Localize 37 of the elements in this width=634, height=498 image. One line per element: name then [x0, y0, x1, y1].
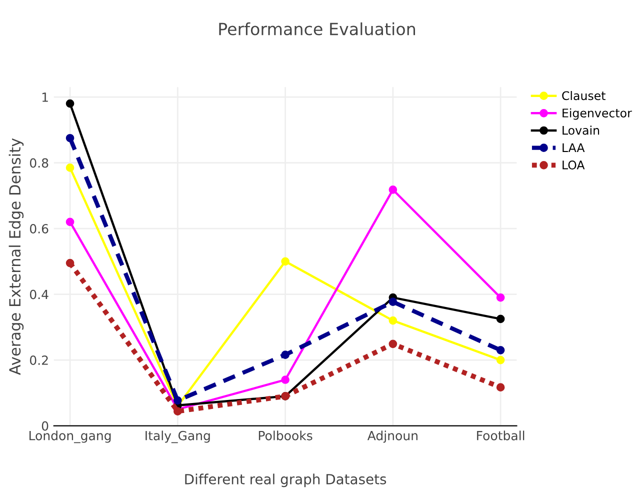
chart-title: Performance Evaluation: [219, 22, 416, 36]
x-tick-label: Adjnoun: [367, 430, 418, 443]
y-tick-label: 0.2: [30, 356, 48, 365]
legend-label: LAA: [562, 143, 585, 152]
point: [496, 383, 505, 392]
y-tick-label: 1: [42, 92, 48, 102]
point: [388, 186, 398, 194]
x-axis-title: Different real graph Datasets: [185, 474, 386, 488]
point: [388, 340, 398, 348]
point: [496, 314, 505, 324]
point: [281, 376, 290, 384]
point: [496, 346, 505, 354]
y-tick-label: 0: [42, 421, 48, 431]
point: [66, 218, 74, 226]
point: [281, 257, 290, 266]
x-tick-label: London_gang: [30, 430, 111, 444]
legend-label: Eigenvector: [562, 108, 632, 120]
point: [66, 164, 74, 172]
legend-label: LOA: [562, 160, 585, 170]
point: [66, 134, 74, 142]
point: [496, 293, 505, 302]
point: [388, 316, 398, 325]
y-axis-title: Average External Edge Density: [8, 138, 24, 375]
point: [388, 298, 398, 306]
y-tick-label: 0.4: [30, 290, 48, 300]
point: [66, 99, 74, 108]
x-tick-label: Football: [477, 430, 524, 440]
y-tick-label: 0.8: [30, 158, 48, 168]
x-tick-label: Polbooks: [258, 430, 312, 440]
point: [281, 350, 290, 359]
point: [174, 396, 182, 405]
point: [496, 356, 505, 364]
y-tick-label: 0.6: [30, 224, 48, 234]
point: [66, 258, 74, 268]
x-tick-label: Italy_Gang: [146, 430, 210, 444]
legend-label: Clauset: [562, 91, 606, 100]
legend-label: Lovain: [562, 126, 600, 135]
